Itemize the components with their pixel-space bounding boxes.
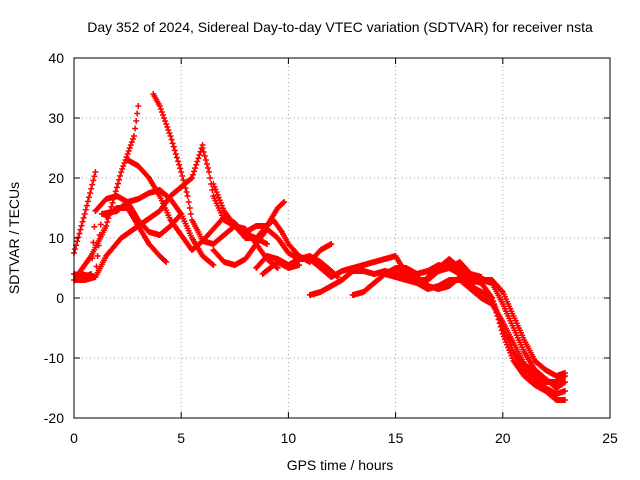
data-markers	[259, 259, 303, 277]
y-tick-label: -10	[44, 350, 64, 366]
y-tick-label: 20	[48, 170, 64, 186]
chart-title: Day 352 of 2024, Sidereal Day-to-day VTE…	[87, 19, 593, 35]
data-layer	[71, 91, 568, 403]
series-track-6	[77, 187, 217, 280]
data-markers	[424, 265, 568, 391]
series-track-13	[259, 259, 303, 277]
y-tick-label: 0	[56, 290, 64, 306]
x-tick-label: 10	[281, 430, 297, 446]
x-tick-label: 25	[602, 430, 618, 446]
x-tick-label: 15	[388, 430, 404, 446]
x-axis-label: GPS time / hours	[287, 457, 394, 473]
series-track-15	[328, 253, 568, 397]
y-tick-label: 30	[48, 110, 64, 126]
axis-ticks: 0 5 10 15 20 25 -20 -10 0 10 20 30 40	[44, 50, 618, 446]
y-axis-label: SDTVAR / TECUs	[6, 182, 22, 294]
y-tick-label: 40	[48, 50, 64, 66]
y-tick-label: -20	[44, 410, 64, 426]
data-markers	[77, 187, 217, 280]
x-tick-label: 20	[495, 430, 511, 446]
y-tick-label: 10	[48, 230, 64, 246]
data-markers	[328, 253, 568, 397]
x-tick-label: 0	[70, 430, 78, 446]
x-tick-label: 5	[177, 430, 185, 446]
series-track-19	[424, 265, 568, 391]
grid	[74, 58, 610, 418]
